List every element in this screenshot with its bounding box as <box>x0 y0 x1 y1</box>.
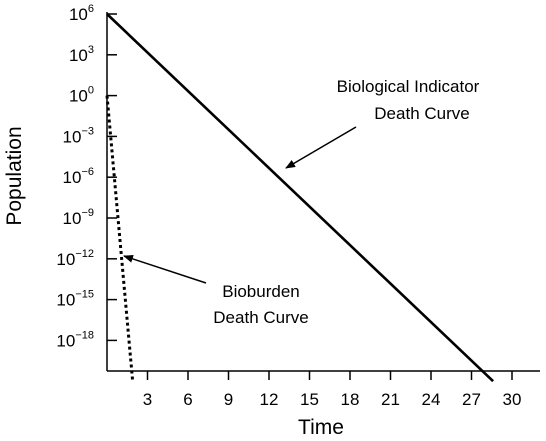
y-tick-label: 10−6 <box>63 166 94 187</box>
x-tick-label: 6 <box>183 390 192 409</box>
y-tick-label: 10−18 <box>56 329 94 350</box>
annotation-biological-indicator-line2: Death Curve <box>374 104 469 123</box>
y-tick-label: 10−3 <box>63 125 94 146</box>
x-tick-label: 15 <box>300 390 319 409</box>
y-tick-label: 10−9 <box>63 207 94 228</box>
x-tick-label: 30 <box>503 390 522 409</box>
y-axis-ticks: 106 103 100 10−3 10−6 10−9 10−12 10−15 10−18 <box>56 3 117 350</box>
y-tick-label: 100 <box>69 85 94 106</box>
annotation-bioburden: Bioburden Death Curve <box>123 255 309 327</box>
x-tick-label: 3 <box>143 390 152 409</box>
x-axis-ticks: 3 6 9 12 15 18 21 24 27 30 <box>143 371 522 409</box>
annotation-bioburden-line2: Death Curve <box>213 308 308 327</box>
x-tick-label: 18 <box>341 390 360 409</box>
y-tick-label: 10−12 <box>56 248 94 269</box>
x-tick-label: 9 <box>224 390 233 409</box>
x-tick-label: 24 <box>422 390 441 409</box>
x-axis-title: Time <box>298 416 344 439</box>
y-tick-label: 103 <box>69 44 94 65</box>
annotation-bioburden-arrow <box>123 255 207 284</box>
x-tick-label: 21 <box>381 390 400 409</box>
annotation-biological-indicator-arrow <box>285 126 357 169</box>
x-tick-label: 27 <box>462 390 481 409</box>
y-tick-label: 106 <box>69 3 94 24</box>
y-tick-label: 10−15 <box>56 289 94 310</box>
annotation-biological-indicator: Biological Indicator Death Curve <box>285 77 480 169</box>
x-tick-label: 12 <box>260 390 279 409</box>
annotation-biological-indicator-line1: Biological Indicator <box>337 77 480 96</box>
series-line-biological-indicator <box>106 13 494 383</box>
annotation-bioburden-line1: Bioburden <box>222 282 300 301</box>
series-line-bioburden <box>105 95 135 382</box>
y-axis-title: Population <box>3 126 26 225</box>
series-layer <box>105 13 494 383</box>
